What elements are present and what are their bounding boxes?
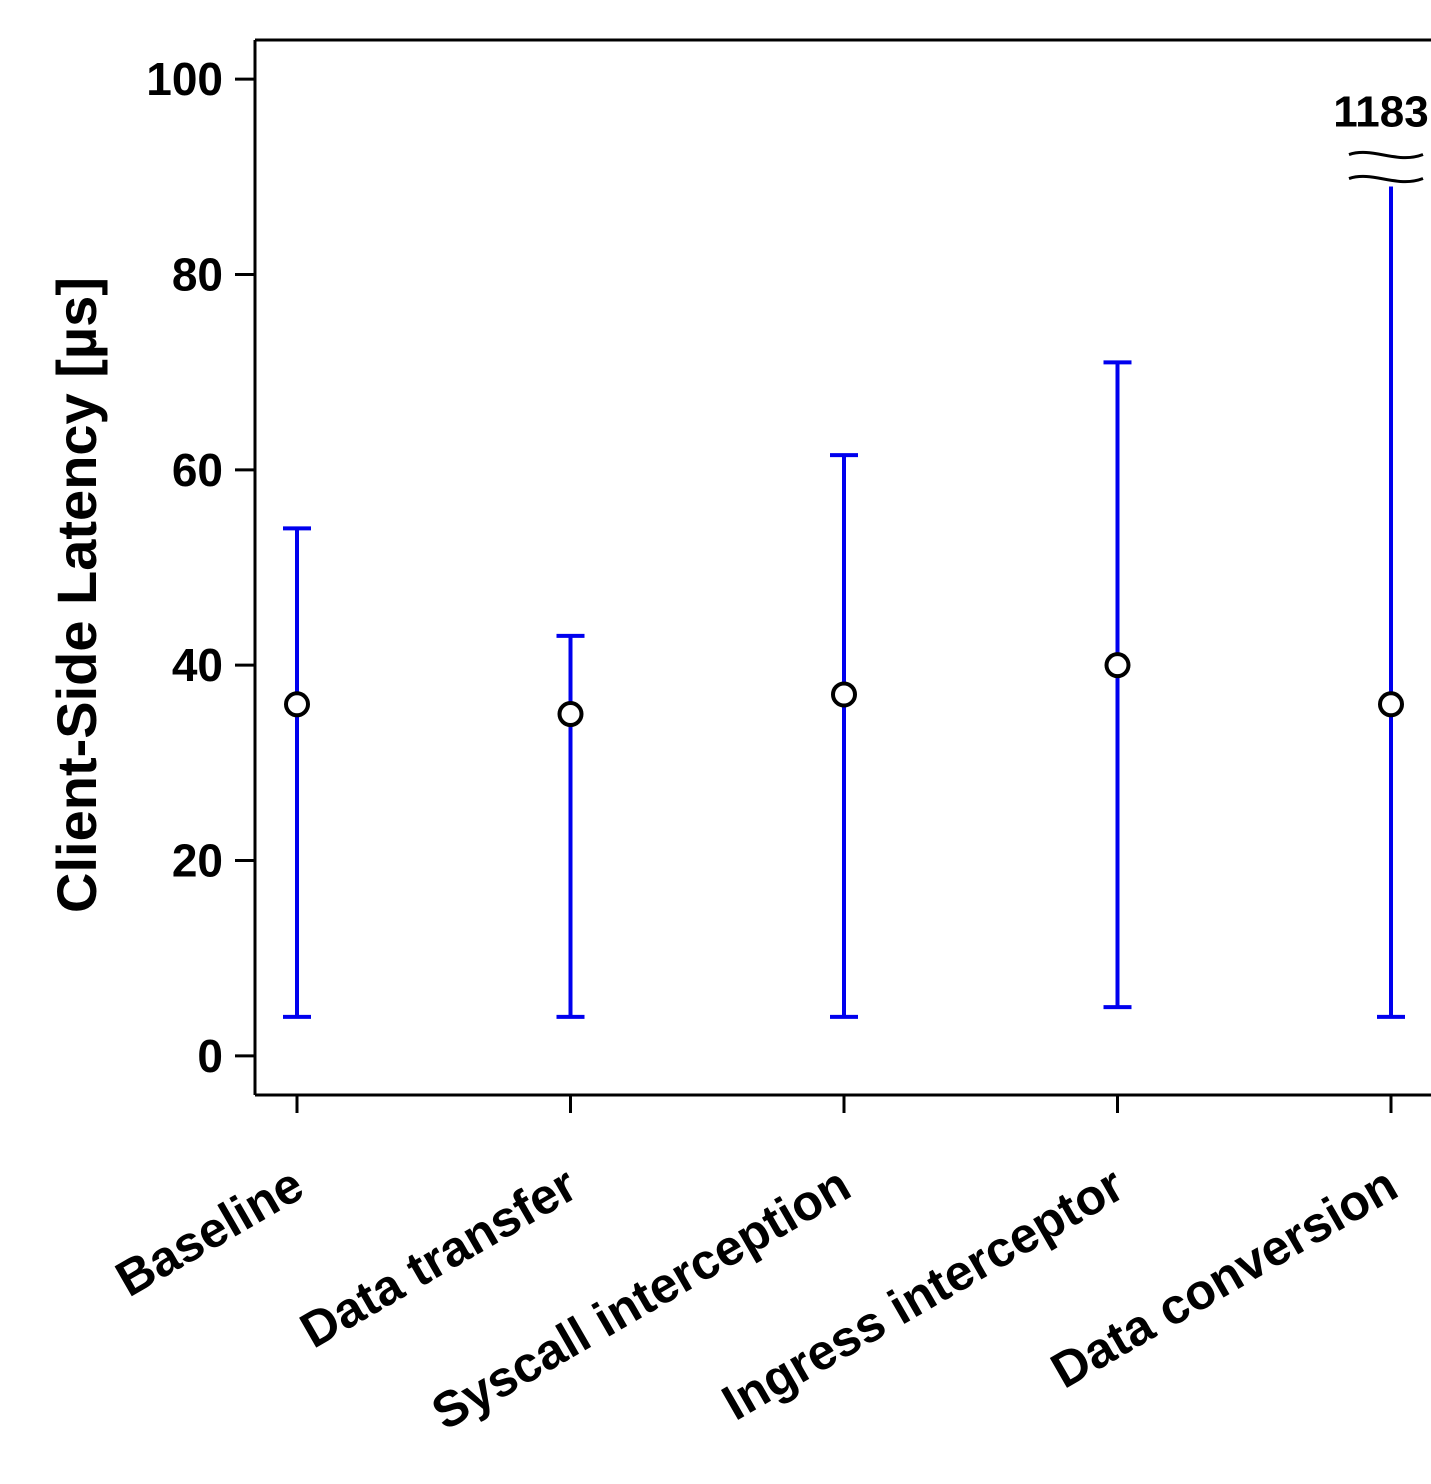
center-markers — [284, 652, 1404, 728]
y-tick-label-60: 60 — [172, 444, 223, 496]
y-tick-label-0: 0 — [197, 1030, 223, 1082]
annotations: 1183 — [1333, 88, 1429, 184]
axis-break-label: 1183 — [1333, 88, 1428, 137]
axis-break-mark-1 — [1348, 174, 1424, 184]
center-marker-3 — [1104, 652, 1131, 679]
y-axis-title: Client-Side Latency [µs] — [45, 277, 108, 913]
y-tick-label-20: 20 — [172, 835, 223, 887]
center-marker-2 — [831, 681, 857, 708]
error-bars — [283, 186, 1405, 1019]
y-tick-label-100: 100 — [146, 53, 223, 105]
y-tick-label-80: 80 — [172, 248, 223, 300]
y-tick-label-40: 40 — [172, 639, 223, 691]
center-marker-1 — [557, 701, 584, 728]
category-label-0: Baseline — [106, 1156, 312, 1307]
y-ticks: 0 20 40 60 80 100 — [146, 53, 255, 1082]
center-marker-0 — [284, 691, 310, 718]
center-marker-4 — [1378, 691, 1404, 718]
axis-break-mark-0 — [1348, 150, 1424, 160]
